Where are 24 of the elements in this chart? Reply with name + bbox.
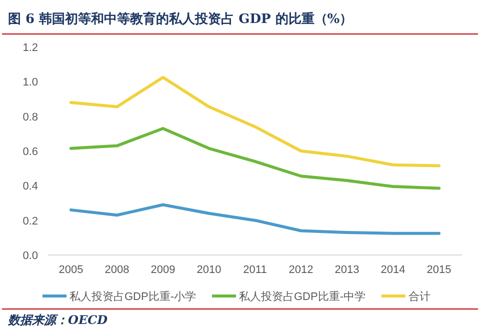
x-tick-label: 2005	[58, 264, 84, 276]
legend-label: 合计	[408, 290, 430, 303]
legend-label: 私人投资占GDP比重-中学	[239, 290, 366, 303]
x-tick-label: 2008	[104, 264, 130, 276]
line-series	[70, 203, 440, 235]
line-series	[70, 76, 440, 168]
y-tick-label: 0.6	[22, 146, 38, 158]
legend-label: 私人投资占GDP比重-小学	[70, 290, 196, 303]
y-tick-label: 0.4	[22, 180, 38, 193]
x-tick-label: 2012	[288, 264, 314, 276]
y-tick-label: 1.0	[22, 76, 38, 89]
y-tick-label: 1.2	[22, 42, 38, 54]
x-tick-label: 2009	[150, 264, 176, 276]
x-tick-label: 2014	[380, 264, 406, 276]
line-series	[70, 126, 440, 190]
y-tick-label: 0.0	[22, 250, 38, 262]
source-note: 数据来源：OECD	[7, 313, 108, 327]
chart-title: 图 6 韩国初等和中等教育的私人投资占 GDP 的比重（%）	[8, 11, 353, 27]
x-tick-label: 2013	[334, 264, 360, 276]
x-tick-label: 2011	[243, 264, 267, 276]
y-tick-label: 0.2	[22, 215, 38, 228]
y-tick-label: 0.8	[22, 111, 38, 124]
x-tick-label: 2015	[426, 264, 452, 276]
x-tick-label: 2010	[196, 264, 222, 276]
